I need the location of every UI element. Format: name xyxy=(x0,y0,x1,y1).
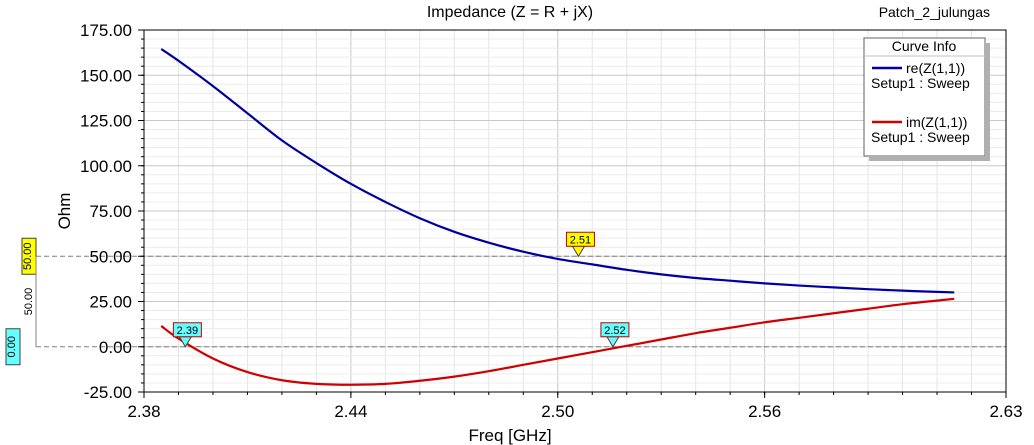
y-tick-label: 25.00 xyxy=(89,293,132,312)
y-axis-title: Ohm xyxy=(55,193,74,230)
axes: 2.38 2.44 2.50 2.56 2.63 175.00 150.00 125.00 10… xyxy=(80,21,1023,421)
x-tick-label: 2.56 xyxy=(748,402,781,421)
x-tick-label: 2.63 xyxy=(989,402,1022,421)
x-tick-label: 2.38 xyxy=(127,402,160,421)
legend-box xyxy=(863,37,986,157)
legend[interactable]: Curve Info re(Z(1,1))Setup1 : Sweepim(Z(… xyxy=(863,37,990,161)
markers: 2.51 2.39 2.52 xyxy=(172,231,630,348)
grid xyxy=(143,29,1007,393)
y-tick-label: -25.00 xyxy=(84,383,132,402)
y-tick-label: 0.00 xyxy=(99,338,132,357)
y-tick-label: 125.00 xyxy=(80,112,132,131)
marker-box[interactable] xyxy=(172,322,202,338)
series-line[interactable] xyxy=(160,297,955,386)
reference-lines: 50.00 0.00 50.00 xyxy=(5,237,1006,366)
marker-label: 2.52 xyxy=(604,325,625,337)
x-tick-label: 2.44 xyxy=(334,402,367,421)
legend-series-name: re(Z(1,1)) xyxy=(906,60,965,76)
reference-tag xyxy=(5,328,21,366)
marker-label: 2.39 xyxy=(177,325,198,337)
marker-pointer[interactable] xyxy=(571,245,586,258)
marker-pointer[interactable] xyxy=(606,336,620,348)
marker-label: 2.51 xyxy=(570,234,591,246)
legend-series-sub: Setup1 : Sweep xyxy=(871,75,970,91)
y-tick-label: 100.00 xyxy=(80,157,132,176)
legend-shadow-bottom xyxy=(869,156,990,161)
y-tick-label: 75.00 xyxy=(89,202,132,221)
series xyxy=(160,48,955,386)
y-tick-label: 50.00 xyxy=(89,247,132,266)
x-axis-title: Freq [GHz] xyxy=(468,426,551,445)
side-annotation-label: 50.00 xyxy=(23,288,35,316)
legend-series-sub: Setup1 : Sweep xyxy=(871,129,970,145)
reference-tag-label: 0.00 xyxy=(6,336,18,357)
x-tick-label: 2.50 xyxy=(541,402,574,421)
project-label: Patch_2_julungas xyxy=(879,4,990,20)
marker-box[interactable] xyxy=(565,231,595,247)
legend-series-name: im(Z(1,1)) xyxy=(906,114,967,130)
reference-tag-label: 50.00 xyxy=(22,242,34,270)
legend-shadow-right xyxy=(985,43,990,161)
series-line[interactable] xyxy=(160,48,955,294)
chart-title: Impedance (Z = R + jX) xyxy=(427,4,593,21)
y-tick-label: 150.00 xyxy=(80,66,132,85)
y-tick-label: 175.00 xyxy=(80,21,132,40)
legend-title: Curve Info xyxy=(892,38,957,54)
marker-box[interactable] xyxy=(600,322,630,338)
